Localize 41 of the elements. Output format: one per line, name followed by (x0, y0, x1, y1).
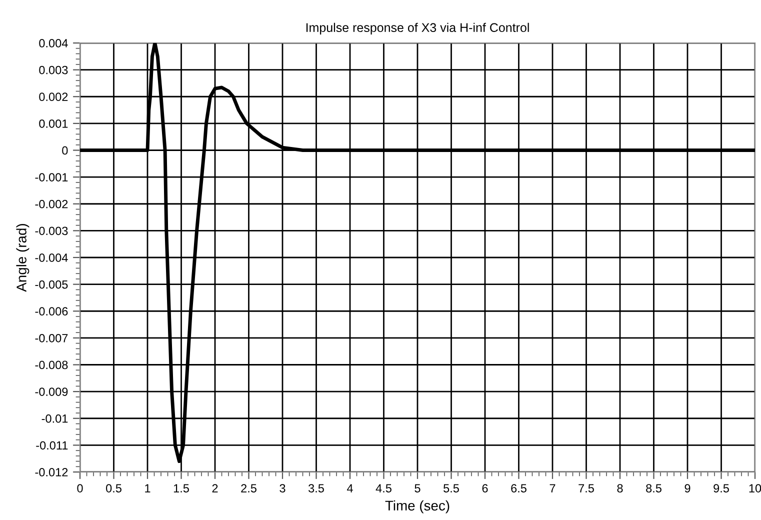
y-tick-label: 0.001 (39, 119, 68, 128)
x-tick-label: 5.5 (444, 484, 459, 492)
x-tick-label: 10 (749, 484, 761, 492)
y-tick-label: 0.004 (39, 39, 68, 48)
y-tick-label: -0.005 (35, 280, 68, 289)
x-tick-label: 0 (77, 484, 83, 492)
x-tick-label: 2.5 (241, 484, 256, 492)
y-tick-label: -0.008 (35, 360, 68, 370)
x-tick-label: 3 (280, 484, 286, 492)
x-tick-label: 7.5 (578, 484, 594, 492)
x-tick-label: 7 (550, 484, 556, 492)
x-tick-label: 1 (145, 484, 150, 492)
y-tick-label: -0.003 (35, 226, 68, 236)
y-axis-title: Angle (rad) (16, 224, 30, 292)
x-tick-label: 6 (482, 484, 488, 492)
y-tick-label: 0.003 (39, 66, 68, 74)
x-tick-label: 0.5 (106, 484, 122, 492)
x-tick-label: 8.5 (646, 484, 662, 492)
x-tick-label: 4 (346, 484, 353, 492)
y-tick-label: -0.006 (35, 307, 68, 316)
x-tick-label: 5 (414, 484, 420, 492)
x-tick-label: 2 (212, 484, 218, 492)
y-tick-label: 0.002 (39, 92, 68, 102)
x-tick-label: 4.5 (376, 484, 392, 492)
y-tick-label: -0.002 (35, 200, 68, 208)
x-tick-label: 3.5 (308, 484, 324, 492)
x-tick-label: 6.5 (511, 484, 526, 492)
x-axis-title: Time (sec) (385, 500, 450, 514)
y-tick-label: -0.011 (36, 441, 68, 450)
x-tick-label: 9.5 (714, 484, 729, 492)
chart-title: Impulse response of X3 via H-inf Control (306, 22, 529, 34)
y-tick-label: -0.009 (35, 388, 68, 396)
x-tick-label: 9 (684, 484, 690, 492)
x-tick-label: 8 (617, 484, 623, 492)
y-tick-label: -0.012 (35, 468, 68, 476)
y-tick-label: -0.004 (35, 254, 68, 262)
x-tick-label: 1.5 (174, 484, 189, 492)
y-tick-label: -0.007 (35, 334, 68, 342)
y-tick-label: 0 (62, 146, 68, 155)
y-tick-label: -0.01 (42, 414, 68, 423)
y-tick-label: -0.001 (35, 173, 68, 182)
